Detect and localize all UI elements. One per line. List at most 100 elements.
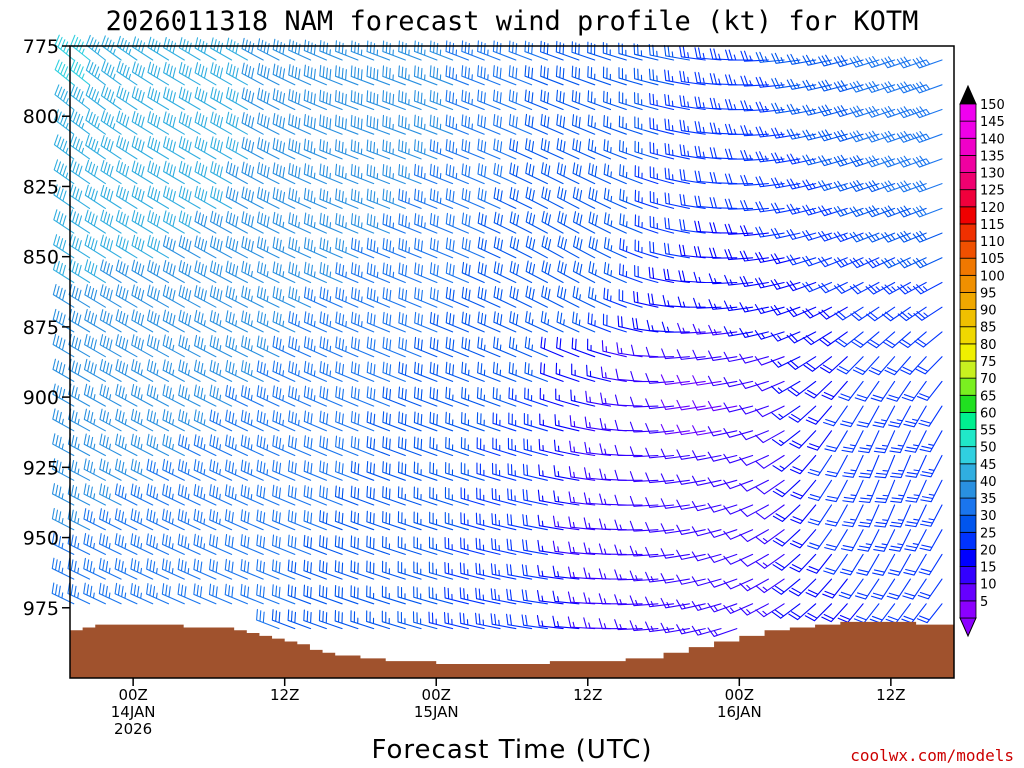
- wind-barb: [429, 65, 454, 86]
- wind-barb: [770, 202, 801, 214]
- wind-barb: [397, 585, 422, 605]
- wind-barb: [460, 487, 485, 506]
- wind-barb: [833, 129, 864, 142]
- wind-barb: [568, 491, 596, 506]
- wind-barb: [619, 164, 643, 185]
- wind-barb: [786, 128, 817, 140]
- wind-barb: [788, 405, 817, 423]
- wind-barb: [366, 386, 391, 407]
- y-tick-label: 850: [23, 247, 59, 269]
- wind-barb: [429, 139, 454, 160]
- wind-barb: [492, 89, 517, 111]
- wind-barb: [920, 454, 943, 478]
- wind-barb: [303, 187, 327, 209]
- wind-barb: [225, 459, 248, 481]
- wind-barb: [707, 375, 738, 387]
- colorbar-swatch: [959, 463, 977, 482]
- wind-barb: [193, 384, 217, 407]
- wind-barb: [539, 413, 564, 432]
- wind-barb: [603, 212, 627, 234]
- wind-barb: [413, 65, 438, 86]
- wind-barb: [614, 519, 643, 531]
- wind-barb: [445, 163, 469, 185]
- wind-barb: [818, 129, 848, 142]
- wind-barb: [818, 79, 848, 92]
- wind-barb: [881, 306, 911, 322]
- wind-barb: [382, 114, 406, 135]
- wind-barb: [178, 210, 201, 234]
- wind-barb: [210, 136, 233, 160]
- wind-barb: [147, 111, 170, 135]
- wind-barb: [303, 410, 327, 432]
- wind-barb: [660, 424, 690, 435]
- wind-barb: [858, 454, 880, 479]
- wind-barb: [209, 335, 233, 358]
- wind-barb: [287, 559, 312, 580]
- wind-barb: [645, 546, 675, 558]
- wind-barb: [101, 60, 122, 86]
- wind-barb: [397, 536, 422, 555]
- wind-barb: [429, 361, 454, 382]
- wind-barb: [786, 178, 817, 190]
- wind-barb: [541, 235, 564, 259]
- wind-barb: [475, 512, 501, 531]
- wind-barb: [131, 210, 154, 234]
- wind-barb: [912, 81, 943, 94]
- wind-barb: [382, 436, 406, 457]
- wind-barb: [210, 37, 233, 61]
- wind-barb: [225, 384, 248, 407]
- wind-barb: [366, 213, 391, 234]
- wind-barb: [491, 513, 517, 531]
- colorbar-label: 115: [980, 218, 1005, 233]
- colorbar-label: 40: [980, 475, 997, 490]
- plot-frame: [69, 45, 955, 679]
- colorbar-label: 80: [980, 338, 997, 353]
- wind-barb: [209, 508, 233, 531]
- wind-barb: [163, 185, 185, 209]
- colorbar-label: 30: [980, 509, 997, 524]
- wind-barb: [739, 250, 769, 262]
- wind-barb: [319, 510, 343, 531]
- wind-barb: [413, 536, 438, 555]
- wind-barb: [114, 508, 138, 531]
- wind-barb: [69, 134, 91, 160]
- wind-barb: [788, 603, 817, 621]
- wind-barb: [881, 130, 911, 143]
- wind-barb: [755, 51, 785, 63]
- wind-barb: [147, 61, 170, 86]
- wind-barb: [896, 106, 927, 119]
- wind-barb: [618, 115, 643, 135]
- wind-barb: [70, 84, 91, 111]
- wind-barb: [491, 538, 517, 555]
- wind-barb: [755, 176, 785, 188]
- wind-barb: [802, 306, 833, 319]
- y-tick-label: 950: [23, 528, 59, 550]
- wind-barb: [865, 231, 896, 243]
- wind-barb: [163, 37, 185, 61]
- wind-barb: [161, 583, 185, 605]
- wind-barb: [382, 65, 406, 86]
- wind-barb: [99, 309, 122, 333]
- wind-barb: [52, 358, 75, 382]
- wind-barb: [915, 356, 943, 375]
- wind-barb: [740, 174, 769, 186]
- wind-barb: [398, 213, 422, 234]
- wind-barb: [54, 34, 75, 61]
- wind-barb: [366, 237, 391, 259]
- wind-barb: [319, 262, 343, 284]
- wind-barb: [271, 559, 296, 580]
- wind-barb: [755, 201, 785, 213]
- wind-barb: [147, 36, 170, 61]
- wind-barb: [429, 461, 454, 481]
- wind-barb: [382, 139, 406, 160]
- wind-barb: [53, 159, 75, 185]
- wind-barb: [890, 479, 911, 503]
- wind-barb: [225, 434, 248, 457]
- wind-barb: [319, 460, 343, 481]
- wind-barb: [335, 435, 359, 457]
- wind-barb: [303, 584, 327, 605]
- wind-barb: [477, 286, 501, 308]
- wind-barb: [366, 164, 391, 185]
- wind-barb: [67, 532, 91, 555]
- wind-barb: [572, 311, 596, 333]
